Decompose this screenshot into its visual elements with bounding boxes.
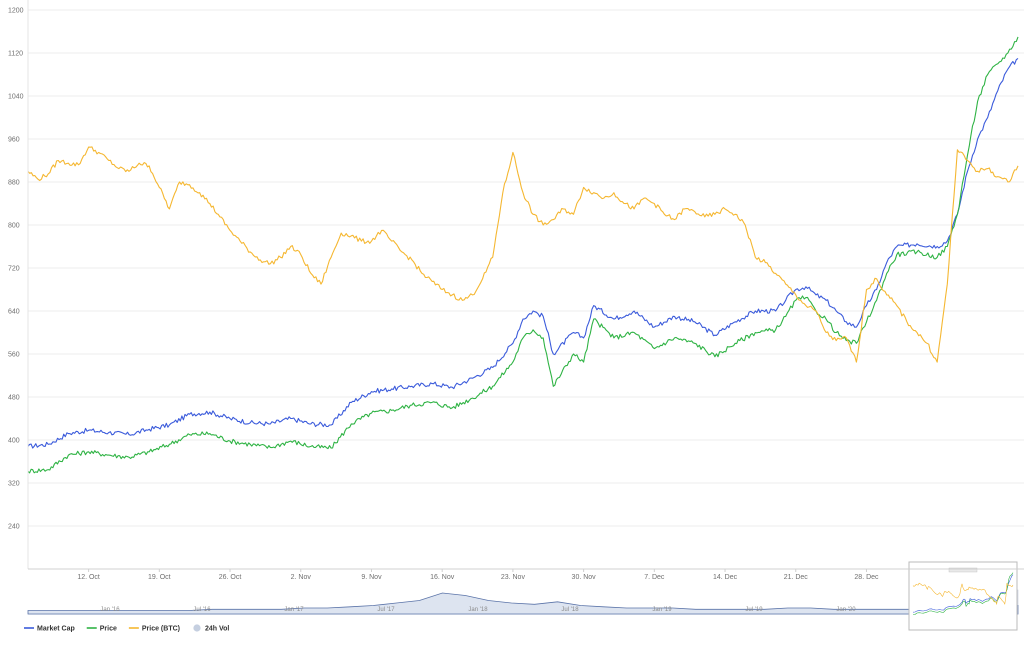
navigator-tick-6: Jan '19 [652, 607, 672, 613]
navigator-tick-8: Jan '20 [836, 607, 856, 613]
navigator-tick-5: Jul '18 [561, 607, 579, 613]
y-tick-label-960: 960 [8, 137, 20, 144]
y-axis: 240 320 400 480 560 640 720 800 880 960 1040 1120 12… [8, 8, 24, 531]
series-line-price-btc [27, 146, 1019, 363]
thumbnail-series-1 [912, 572, 1014, 615]
navigator-tick-3: Jul '17 [377, 607, 395, 613]
x-tick-label-5: 16. Nov [430, 574, 455, 581]
y-tick-label-880: 880 [8, 180, 20, 187]
y-tick-label-320: 320 [8, 481, 20, 488]
x-tick-label-10: 21. Dec [784, 574, 809, 581]
y-tick-label-1040: 1040 [8, 94, 24, 101]
navigator-tick-1: Jul '16 [193, 607, 211, 613]
y-tick-label-560: 560 [8, 352, 20, 359]
y-tick-label-400: 400 [8, 438, 20, 445]
thumbnail-title-bar [948, 567, 978, 573]
series-line-price [27, 36, 1019, 474]
x-tick-label-6: 23. Nov [501, 574, 526, 581]
legend-item-24h-vol[interactable]: 24h Vol [205, 626, 229, 633]
x-tick-label-4: 9. Nov [361, 574, 382, 581]
navigator-tick-4: Jan '18 [468, 607, 488, 613]
x-tick-label-0: 12. Oct [77, 574, 100, 581]
y-tick-label-720: 720 [8, 266, 20, 273]
legend-item-market-cap[interactable]: Market Cap [37, 626, 75, 633]
navigator-tick-7: Jul '19 [745, 607, 763, 613]
legend-swatch-24h-vol [193, 624, 201, 632]
legend-item-price-btc[interactable]: Price (BTC) [142, 626, 180, 633]
navigator-tick-2: Jan '17 [284, 607, 304, 613]
x-tick-label-1: 19. Oct [148, 574, 171, 581]
navigator-tick-0: Jan '16 [100, 607, 120, 613]
legend-item-price[interactable]: Price [100, 626, 117, 633]
chart-thumbnail [908, 561, 1018, 631]
thumbnail-frame [908, 561, 1018, 631]
y-tick-label-240: 240 [8, 524, 20, 531]
x-tick-label-2: 26. Oct [219, 574, 242, 581]
x-tick-label-7: 30. Nov [572, 574, 597, 581]
x-tick-label-8: 7. Dec [644, 574, 665, 581]
x-tick-label-9: 14. Dec [713, 574, 738, 581]
y-tick-label-640: 640 [8, 309, 20, 316]
y-tick-label-480: 480 [8, 395, 20, 402]
x-tick-label-11: 28. Dec [854, 574, 879, 581]
y-tick-label-800: 800 [8, 223, 20, 230]
series-group [27, 36, 1019, 474]
y-tick-label-1200: 1200 [8, 8, 24, 15]
y-tick-label-1120: 1120 [8, 51, 23, 58]
series-line-market-cap [27, 57, 1019, 449]
thumbnail-series-2 [912, 582, 1014, 606]
navigator[interactable]: Jan '16 Jul '16 Jan '17 Jul '17 Jan '18 Jul '… [27, 589, 1019, 615]
x-axis: 12. Oct 19. Oct 26. Oct 2. Nov 9. Nov 16. Nov… [77, 569, 879, 581]
gridlines [28, 9, 1024, 527]
legend: Market Cap Price Price (BTC) 24h Vol [24, 624, 229, 633]
thumbnail-series-0 [912, 574, 1014, 613]
x-tick-label-3: 2. Nov [291, 574, 312, 581]
